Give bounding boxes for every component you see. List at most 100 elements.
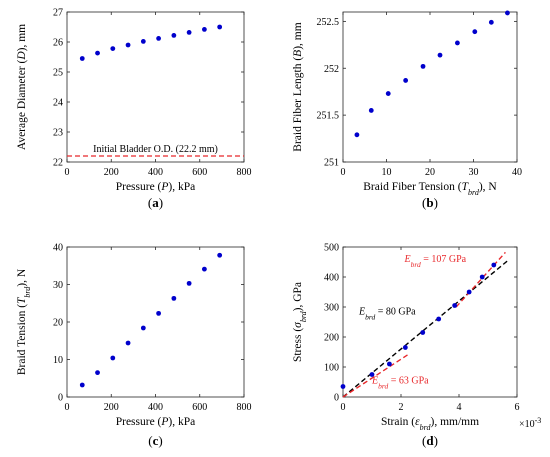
x-tick-label: 4	[457, 402, 462, 413]
fit-line-label: Ebrd = 80 GPa	[358, 307, 416, 322]
y-tick-label: 27	[53, 8, 63, 19]
data-point	[140, 39, 146, 44]
y-tick-label: 252.5	[317, 17, 340, 28]
x-tick-label: 0	[341, 402, 346, 413]
data-point	[156, 36, 161, 41]
data-point	[186, 280, 192, 286]
y-tick-label: 23	[53, 128, 63, 139]
data-point	[437, 52, 443, 58]
y-tick-label: 30	[53, 280, 63, 291]
x-axis-label: Strain (εbrd), mm/mm	[381, 416, 479, 432]
y-tick-label: 100	[324, 363, 339, 374]
data-point	[140, 325, 146, 331]
data-point	[110, 46, 116, 51]
y-tick-label: 10	[53, 355, 63, 366]
data-point	[186, 30, 192, 35]
data-point	[368, 108, 374, 113]
y-axis-label: Stress (σbrd), GPa	[292, 282, 308, 362]
x-tick-label: 600	[192, 402, 207, 413]
x-tick-label: 0	[341, 167, 346, 178]
x-tick-label: 400	[148, 167, 163, 178]
data-point	[491, 262, 497, 268]
data-point	[125, 340, 131, 346]
y-tick-label: 22	[53, 158, 63, 169]
data-point	[420, 63, 426, 69]
data-point	[217, 252, 223, 258]
y-tick-label: 0	[58, 393, 63, 404]
y-axis-label: Average Diameter (D), mm	[16, 24, 28, 150]
data-point	[455, 40, 460, 46]
x-tick-label: 0	[65, 402, 70, 413]
data-point	[217, 24, 223, 30]
y-tick-label: 252	[324, 64, 339, 75]
data-point	[403, 78, 409, 83]
data-point	[466, 289, 472, 295]
data-point	[110, 355, 116, 361]
y-tick-label: 26	[53, 38, 63, 49]
data-point	[79, 56, 85, 61]
y-tick-label: 200	[324, 333, 339, 344]
plot-frame	[66, 246, 245, 398]
data-point	[171, 295, 177, 301]
x-multiplier-label: ×10-3	[519, 416, 541, 431]
data-point	[479, 274, 485, 280]
data-point	[472, 29, 478, 35]
panel-label: (b)	[422, 195, 438, 210]
reference-line-label: Initial Bladder O.D. (22.2 mm)	[93, 144, 218, 155]
chart-panel-2: 0 10 20 30 40 251 251.5 252 252.5 Braid Fiber Ten…	[292, 10, 522, 210]
x-tick-label: 600	[192, 167, 207, 178]
fit-line	[455, 251, 506, 308]
chart-panel-3: 0 200 400 600 800 0 10 20 30 40 Pressure (P), kPa B…	[16, 243, 252, 449]
y-tick-label: 40	[53, 243, 63, 254]
data-point	[79, 382, 85, 388]
plot-frame	[342, 11, 518, 163]
data-point	[385, 91, 391, 96]
data-point	[340, 384, 346, 389]
data-point	[420, 330, 426, 335]
x-tick-label: 200	[104, 167, 119, 178]
data-point	[156, 310, 161, 316]
fit-line-label: Ebrd = 63 GPa	[371, 376, 429, 391]
chart-panel-4: 0 2 4 6 0 100 200 300 400 500 Strain (εbrd), mm/mm…	[292, 243, 541, 449]
fit-line-label: Ebrd = 107 GPa	[404, 254, 467, 269]
panel-label: (d)	[422, 433, 438, 448]
x-axis-label: Pressure (P), kPa	[116, 416, 196, 428]
data-point	[201, 266, 207, 272]
y-tick-label: 251	[324, 158, 339, 169]
plot-frame	[342, 246, 518, 398]
data-point	[95, 50, 100, 56]
x-tick-label: 200	[104, 402, 119, 413]
y-tick-label: 251.5	[317, 111, 340, 122]
data-point	[95, 370, 100, 376]
plot-frame	[66, 11, 245, 163]
x-tick-label: 20	[425, 167, 435, 178]
y-tick-label: 400	[324, 273, 339, 284]
chart-panel-1: 0 200 400 600 800 22 23 24 25 26 27 Pressure (P), k…	[16, 8, 252, 211]
x-tick-label: 30	[469, 167, 479, 178]
x-tick-label: 40	[512, 167, 522, 178]
y-tick-label: 24	[53, 98, 63, 109]
panel-label: (c)	[148, 433, 162, 448]
data-point	[402, 345, 408, 350]
x-tick-label: 800	[237, 167, 252, 178]
y-tick-label: 500	[324, 243, 339, 254]
x-tick-label: 800	[237, 402, 252, 413]
data-point	[436, 316, 442, 322]
y-tick-label: 25	[53, 68, 63, 79]
data-point	[452, 303, 458, 308]
x-tick-label: 2	[399, 402, 404, 413]
data-point	[201, 27, 207, 32]
x-tick-label: 0	[65, 167, 70, 178]
fit-line	[342, 352, 411, 398]
y-tick-label: 300	[324, 303, 339, 314]
y-axis-label: Braid Tension (Tbrd), N	[16, 268, 32, 375]
data-point	[171, 33, 177, 38]
data-point	[369, 372, 375, 377]
y-axis-label: Braid Fiber Length (B), mm	[292, 22, 304, 151]
y-tick-label: 0	[334, 393, 339, 404]
data-point	[125, 42, 131, 48]
data-point	[505, 10, 510, 16]
data-point	[387, 361, 392, 367]
data-point	[488, 19, 494, 25]
